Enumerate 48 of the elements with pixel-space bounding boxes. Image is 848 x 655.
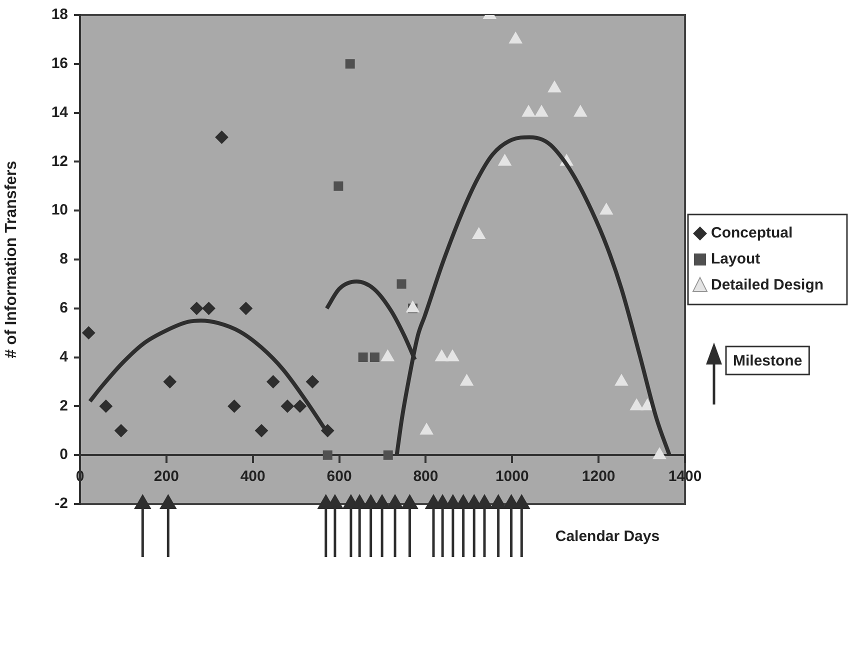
point [406, 300, 420, 312]
legend-label: Milestone [733, 352, 802, 370]
point [600, 203, 613, 215]
y-tick-label: -2 [54, 495, 68, 512]
x-tick-label: 600 [326, 468, 352, 486]
x-tick-label: 1000 [495, 468, 529, 486]
point [215, 130, 228, 144]
legend-label: Conceptual [711, 224, 793, 242]
point [435, 350, 448, 362]
point [460, 374, 474, 386]
y-tick-label: 6 [60, 300, 68, 317]
point [334, 181, 344, 191]
y-tick-label: 0 [60, 446, 68, 464]
point [345, 59, 355, 69]
legend-label: Layout [711, 250, 760, 268]
point [396, 279, 406, 289]
point [472, 228, 486, 240]
point [134, 494, 151, 509]
point [202, 302, 216, 315]
y-tick-label: 8 [60, 250, 68, 268]
point [381, 350, 394, 362]
y-tick-label: 10 [51, 202, 68, 219]
point [614, 374, 628, 386]
y-tick-label: 12 [51, 152, 68, 170]
x-axis-title: Calendar Days [555, 528, 660, 546]
point [82, 326, 96, 340]
x-tick-label: 400 [240, 468, 266, 486]
point [401, 494, 418, 509]
point [239, 302, 252, 315]
point [630, 398, 644, 410]
point [386, 494, 404, 509]
y-axis-title: # of Information Transfers [3, 160, 20, 358]
legend-label: Detailed Design [711, 276, 824, 294]
point [446, 350, 460, 362]
y-tick-label: 18 [51, 6, 68, 24]
y-tick-label: 2 [60, 397, 68, 414]
point [420, 423, 434, 435]
y-tick-label: 4 [60, 348, 69, 366]
point [652, 448, 666, 460]
x-tick-label: 1400 [668, 468, 702, 486]
x-tick-label: 800 [413, 468, 438, 486]
y-tick-label: 16 [51, 55, 68, 72]
point [190, 302, 204, 315]
x-tick-label: 200 [154, 468, 179, 486]
y-tick-label: 14 [51, 104, 69, 121]
x-tick-label: 1200 [582, 468, 616, 486]
point [498, 154, 512, 166]
point [160, 494, 176, 509]
